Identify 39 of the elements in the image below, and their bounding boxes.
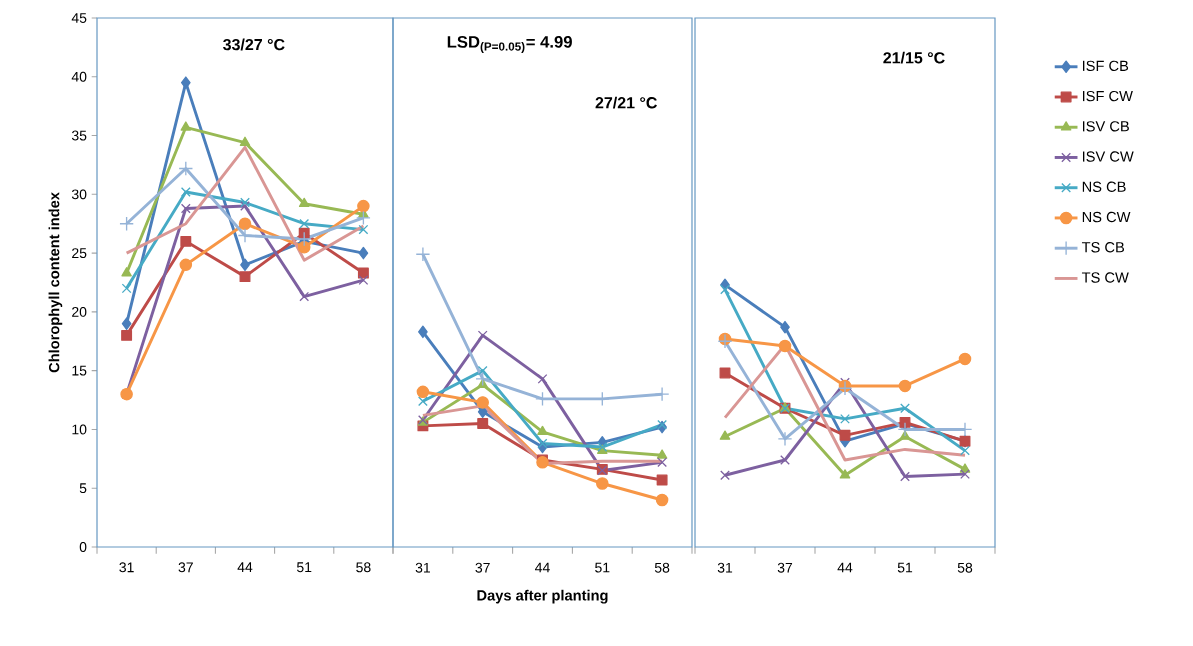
x-tick-label: 51: [296, 562, 312, 573]
x-tick-label: 44: [237, 562, 253, 572]
x-tick-label: 31: [119, 562, 134, 573]
legend-label: TS CB: [1081, 242, 1125, 253]
y-tick-label: 35: [71, 130, 87, 141]
y-tick-label: 30: [71, 189, 87, 200]
y-tick-label: 40: [71, 71, 87, 82]
y-tick-label: 20: [72, 306, 87, 317]
y-tick-label: 15: [72, 365, 87, 376]
text: 21/15 °C: [883, 51, 945, 64]
x-tick-label: 44: [837, 562, 853, 573]
x-tick-label: 44: [535, 562, 550, 573]
x-tick-label: 31: [415, 562, 430, 573]
legend-label: NS CB: [1082, 181, 1126, 192]
x-tick-label: 58: [957, 562, 973, 573]
y-axis-title: Chlorophyll content index: [48, 192, 63, 373]
y-tick-label: 25: [72, 248, 87, 259]
legend-label: ISF CW: [1082, 90, 1133, 102]
x-tick-label: 58: [654, 562, 670, 573]
y-tick-label: 0: [79, 542, 87, 552]
legend-label: ISV CW: [1082, 151, 1134, 162]
y-tick-label: 45: [71, 13, 87, 23]
legend-label: ISF CB: [1082, 60, 1129, 72]
x-tick-label: 37: [777, 562, 793, 573]
x-tick-label: 37: [475, 562, 490, 573]
legend-label: TS CW: [1081, 272, 1129, 283]
text: 33/27 °C: [223, 38, 285, 51]
text: 27/21 °C: [595, 96, 657, 109]
x-tick-label: 31: [717, 562, 733, 573]
x-tick-label: 51: [897, 562, 913, 573]
text: LSD$_{(P=0.05)}$= 4.99: [447, 35, 572, 53]
legend-label: ISV CB: [1082, 121, 1129, 132]
x-tick-label: 37: [178, 562, 193, 573]
legend-label: NS CW: [1082, 211, 1131, 223]
x-tick-label: 51: [595, 562, 610, 573]
y-tick-label: 10: [72, 424, 87, 435]
y-tick-label: 5: [79, 483, 87, 494]
x-tick-label: 58: [356, 562, 371, 573]
x-axis-title: Days after planting: [477, 589, 608, 604]
